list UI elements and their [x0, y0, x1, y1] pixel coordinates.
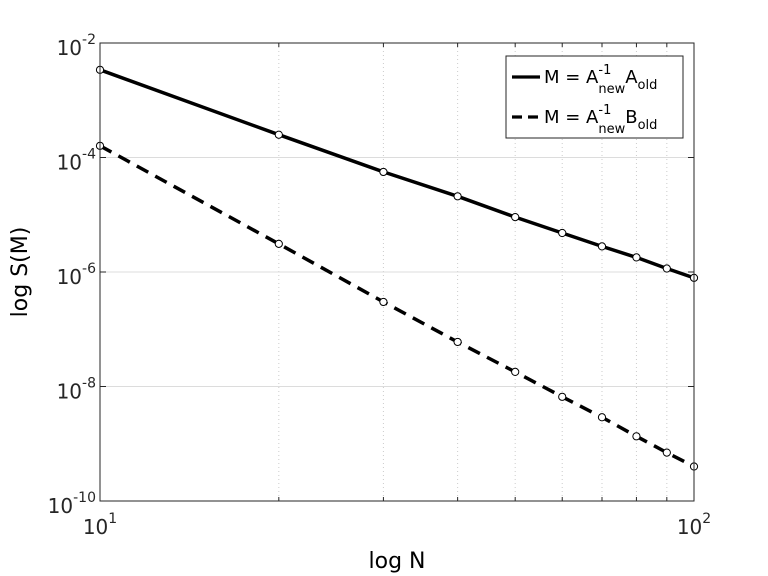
- y-tick-label: 10-10: [48, 490, 96, 518]
- series-2-point: [597, 413, 607, 422]
- y-tick-label: 10-2: [57, 32, 96, 60]
- series-1-point: [379, 167, 388, 177]
- series-2-point: [511, 367, 520, 376]
- series-1-point: [597, 242, 607, 251]
- series-2-point: [379, 297, 388, 307]
- series-2-point: [453, 337, 462, 347]
- series-line-2: [99, 144, 695, 469]
- series-line-1: [99, 68, 695, 280]
- series-2-point: [558, 392, 567, 401]
- series-1-point: [511, 212, 520, 222]
- series-2-point: [662, 448, 671, 457]
- series-1-point: [558, 228, 567, 238]
- x-tick-label: 102: [677, 511, 711, 539]
- series-2-point: [274, 239, 283, 248]
- y-tick-label: 10-4: [57, 147, 97, 175]
- series-1-point: [274, 130, 283, 139]
- x-tick-label: 101: [83, 511, 117, 539]
- legend-entry-1: M = A-1 newAold: [544, 63, 657, 97]
- y-axis-title: log S(M): [8, 227, 33, 318]
- series-1-point: [453, 192, 462, 201]
- legend-entry-2: M = A-1 newBold: [544, 103, 657, 137]
- series-1-point: [662, 264, 671, 273]
- series-1-point: [632, 253, 641, 262]
- legend-box: [505, 55, 684, 139]
- y-tick-label: 10-6: [57, 261, 97, 289]
- series-2-point: [632, 432, 641, 441]
- x-axis-title: log N: [369, 549, 426, 574]
- y-tick-label: 10-8: [57, 376, 96, 404]
- ticks: [99, 42, 695, 502]
- legend: M = A-1 newAold M = A-1 newBold: [505, 55, 684, 139]
